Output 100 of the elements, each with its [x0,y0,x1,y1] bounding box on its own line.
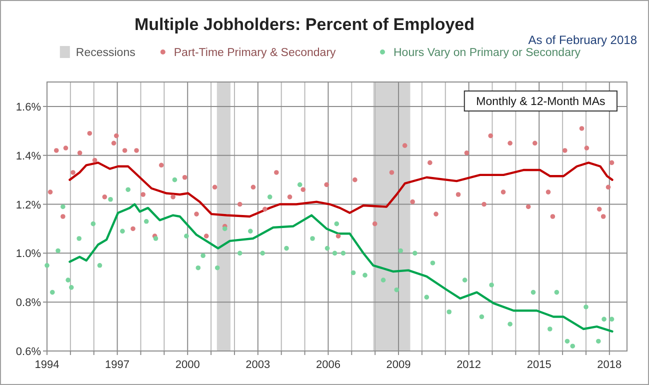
point [372,221,378,226]
point [114,133,119,138]
point [332,250,338,256]
point [134,148,139,153]
point [111,140,116,146]
point [500,190,506,194]
point [170,194,176,200]
x-tick-label: 1997 [105,359,130,371]
point [508,140,512,146]
point [310,236,315,241]
point [609,316,614,322]
x-tick-label: 2006 [316,359,340,371]
point [214,265,220,270]
point [596,338,601,344]
point [584,146,590,150]
point [222,226,228,232]
point [66,278,70,282]
point [324,182,329,188]
point [204,234,209,238]
point [172,177,178,182]
point [50,290,55,295]
chart-subtitle: As of February 2018 [528,33,638,47]
point [398,248,404,254]
point [300,187,306,192]
point [267,194,272,200]
point [464,150,470,156]
point [60,204,66,210]
point [92,158,98,163]
point [600,214,606,219]
point [184,234,189,238]
point [262,206,268,212]
point [488,133,494,138]
x-tick-label: 2003 [246,359,270,371]
point [48,190,53,194]
point [248,228,253,234]
point [596,206,602,212]
point [76,236,82,241]
y-tick-label: 1.2% [16,199,42,212]
legend-label: Part-Time Primary & Secondary [174,47,336,59]
y-tick-label: 1.4% [16,150,42,162]
point [350,270,356,276]
point [434,212,438,216]
point [530,290,536,295]
point [446,309,452,314]
point [60,214,66,219]
point [140,192,146,197]
point [362,272,368,278]
point [389,170,394,175]
point [158,162,164,168]
point [579,126,584,131]
point [424,294,430,300]
point [194,212,199,216]
x-tick-label: 2009 [386,359,411,371]
point [532,140,538,146]
line-series [68,203,614,333]
point [77,150,82,156]
point [584,304,588,310]
y-tick-label: 0.6% [16,346,42,358]
point [68,285,74,290]
point [153,236,158,241]
point [548,326,552,332]
point [562,148,568,153]
point [90,221,96,226]
point [410,199,415,204]
point [297,182,302,188]
point [402,143,408,148]
point [564,338,570,344]
x-tick-label: 2000 [175,359,200,371]
point [570,344,576,349]
point [336,234,341,238]
point [489,282,494,288]
point [380,278,386,282]
y-tick-label: 1.6% [16,101,42,114]
point [97,263,102,268]
x-tick-label: 2012 [456,359,482,371]
point [70,170,76,175]
point [196,265,201,270]
annotation: Monthly & 12-Month MAs [476,96,606,108]
legend-label: Hours Vary on Primary or Secondary [394,47,581,59]
point [430,260,436,266]
point [126,187,130,192]
x-tick-label: 1994 [34,359,60,371]
point [606,184,611,190]
point [324,246,330,251]
point [456,192,461,197]
point [508,322,512,326]
point [260,250,265,256]
point [482,202,486,207]
point [102,194,108,200]
point [609,160,614,166]
point [462,278,468,282]
chart-title: Multiple Jobholders: Percent of Employed [134,15,475,34]
point [237,202,242,207]
y-tick-label: 0.8% [16,297,42,310]
point [122,148,128,153]
point [212,184,218,190]
point [54,148,59,153]
point [56,248,60,254]
point [546,190,551,194]
point [144,218,149,224]
